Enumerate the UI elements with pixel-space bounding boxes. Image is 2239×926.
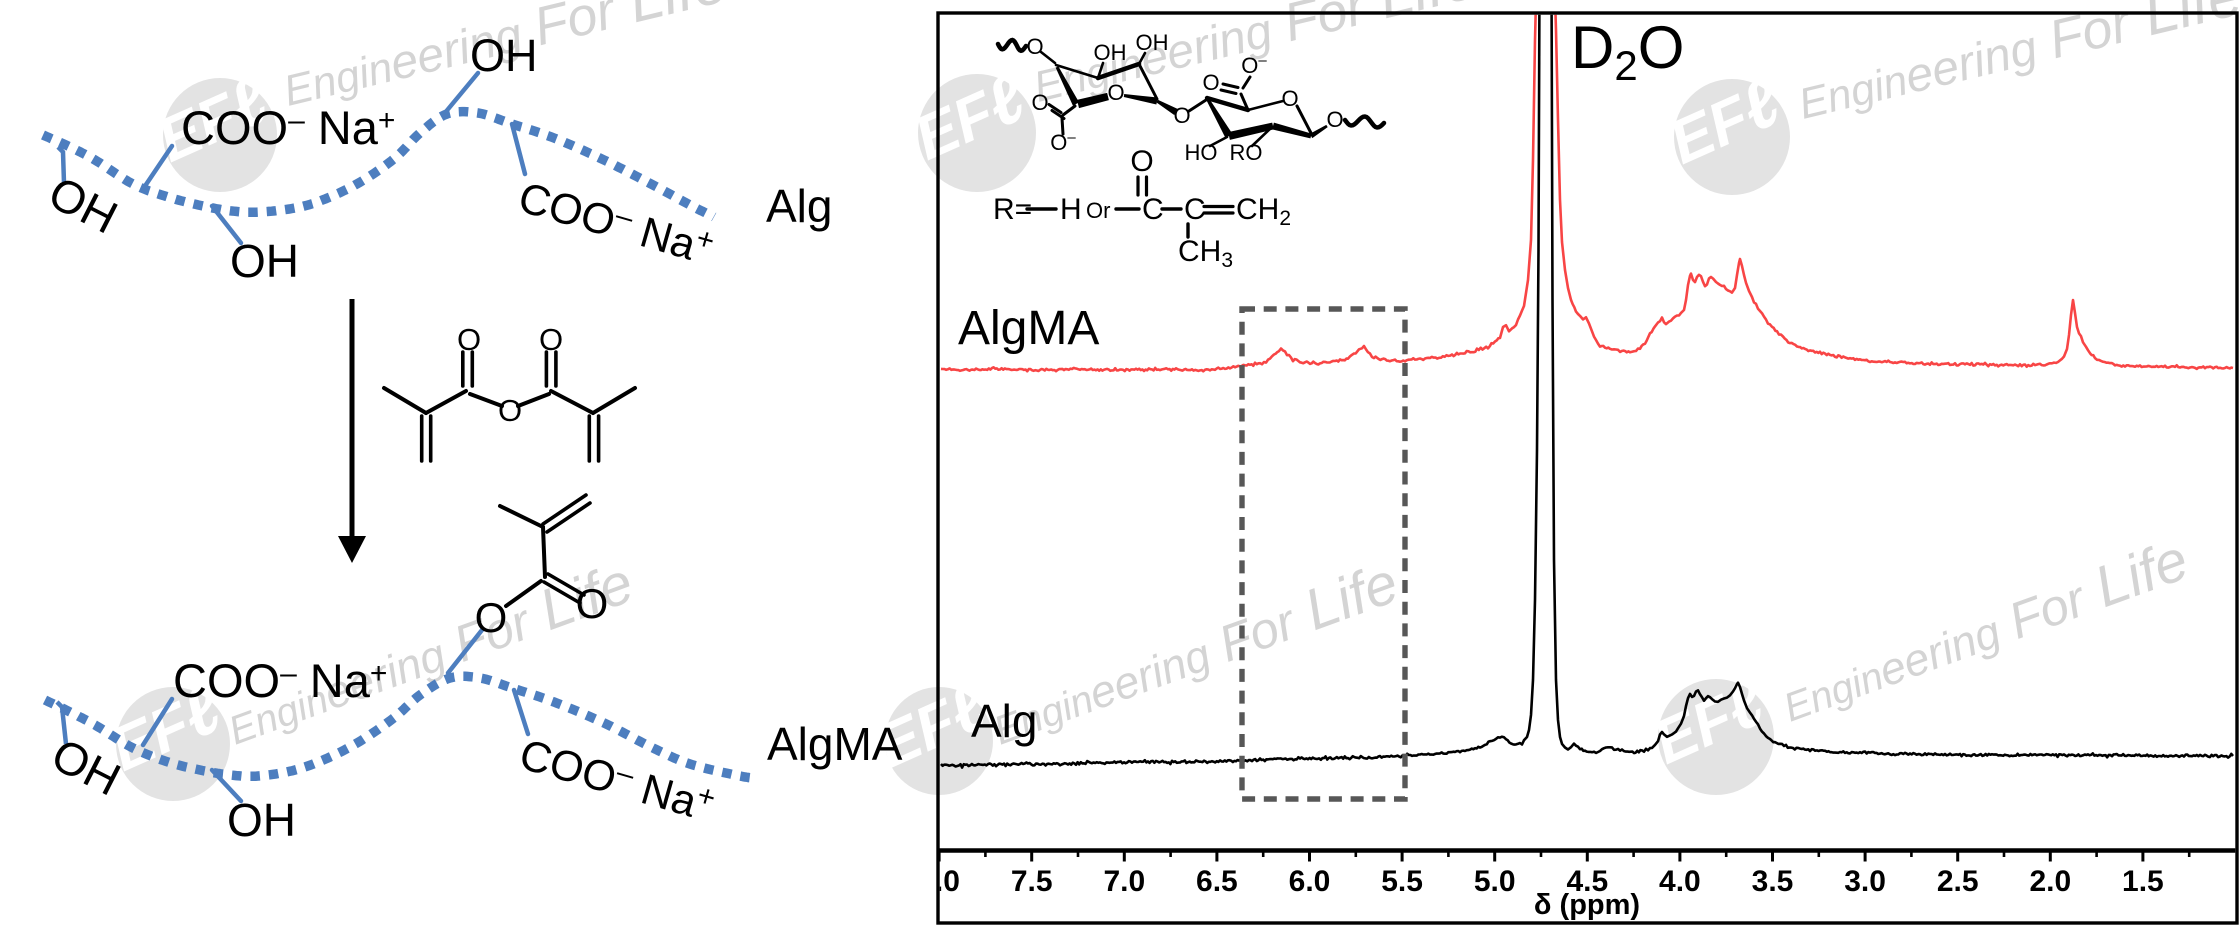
- svg-text:O: O: [457, 322, 481, 357]
- svg-text:O: O: [1026, 34, 1043, 59]
- svg-text:Or: Or: [1086, 198, 1110, 223]
- svg-text:O: O: [475, 594, 508, 641]
- svg-text:δ (ppm): δ (ppm): [1534, 889, 1640, 921]
- svg-text:6.5: 6.5: [1196, 865, 1238, 898]
- svg-text:O: O: [1326, 107, 1343, 132]
- svg-text:2.5: 2.5: [1937, 865, 1979, 898]
- svg-text:5.0: 5.0: [1474, 865, 1516, 898]
- svg-text:AlgMA: AlgMA: [958, 302, 1099, 355]
- svg-text:O: O: [1202, 70, 1219, 95]
- svg-text:OH: OH: [1094, 40, 1127, 65]
- svg-text:C: C: [1142, 193, 1164, 226]
- svg-text:Alg: Alg: [971, 695, 1037, 747]
- svg-text:3.0: 3.0: [1844, 865, 1886, 898]
- svg-text:8.0: 8.0: [918, 865, 960, 898]
- svg-text:RO: RO: [1230, 140, 1263, 165]
- svg-text:HO: HO: [1185, 140, 1218, 165]
- svg-text:AlgMA: AlgMA: [767, 718, 903, 770]
- svg-text:5.5: 5.5: [1381, 865, 1423, 898]
- svg-text:O: O: [576, 580, 609, 627]
- svg-text:2.0: 2.0: [2029, 865, 2071, 898]
- svg-text:H: H: [1060, 193, 1082, 226]
- svg-text:O: O: [1281, 86, 1298, 111]
- svg-text:6.0: 6.0: [1289, 865, 1331, 898]
- svg-text:O: O: [1173, 103, 1190, 128]
- svg-text:O: O: [539, 322, 563, 357]
- svg-text:C: C: [1184, 193, 1206, 226]
- svg-text:OH: OH: [470, 30, 538, 81]
- svg-text:1.5: 1.5: [2122, 865, 2164, 898]
- svg-text:O–: O–: [1050, 129, 1076, 155]
- svg-text:3.5: 3.5: [1752, 865, 1794, 898]
- svg-text:O: O: [1107, 80, 1124, 105]
- svg-text:4.0: 4.0: [1659, 865, 1701, 898]
- svg-text:O: O: [1031, 90, 1048, 115]
- svg-text:O: O: [498, 393, 522, 428]
- svg-text:7.0: 7.0: [1103, 865, 1145, 898]
- svg-text:7.5: 7.5: [1011, 865, 1053, 898]
- svg-text:OH: OH: [1136, 30, 1169, 55]
- svg-text:OH: OH: [227, 794, 296, 846]
- svg-text:OH: OH: [230, 235, 299, 287]
- svg-text:O: O: [1130, 145, 1153, 178]
- svg-text:4.5: 4.5: [1566, 865, 1608, 898]
- svg-text:CH2: CH2: [1236, 193, 1291, 230]
- svg-text:Alg: Alg: [766, 180, 832, 232]
